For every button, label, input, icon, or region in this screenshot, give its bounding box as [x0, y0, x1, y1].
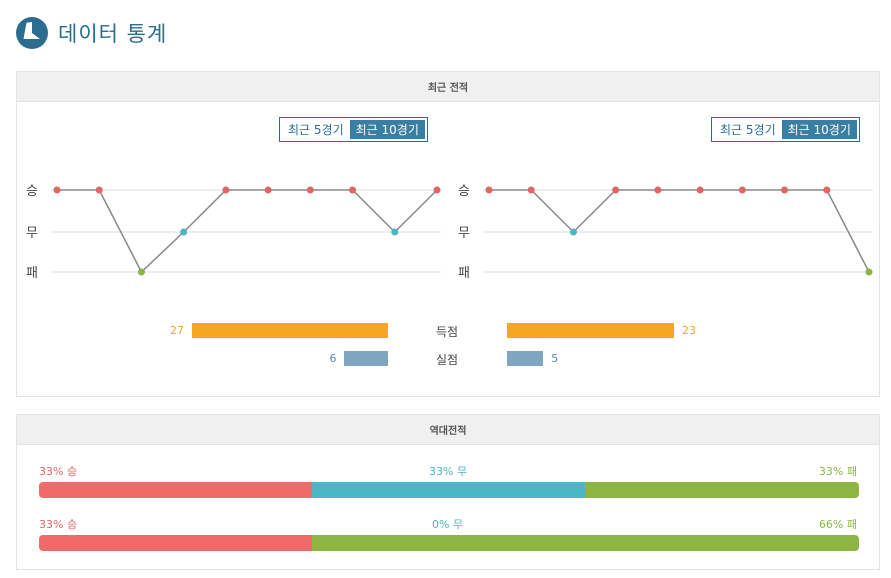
away-result-point-2	[527, 186, 535, 194]
home-y-label-draw: 무	[26, 226, 38, 241]
home-result-point-6	[264, 186, 272, 194]
goals-against-label: 실점	[435, 353, 459, 367]
head-to-head-title: 역대전적	[17, 415, 879, 445]
home-toggle-10[interactable]: 최근 10경기	[349, 120, 425, 139]
away-result-point-8	[781, 186, 789, 194]
away-result-point-1	[485, 186, 493, 194]
page-title: 데이터 통계	[58, 22, 168, 46]
away-form-chart	[483, 186, 873, 276]
home-result-point-7	[306, 186, 314, 194]
page-header: 데이터 통계	[16, 16, 167, 50]
away-result-point-4	[612, 186, 620, 194]
h2h-row2-draw-label: 0% 무	[432, 518, 464, 531]
h2h-row1-draw-label: 33% 무	[429, 465, 468, 478]
away-goals-against-bar	[507, 351, 544, 366]
away-toggle-5[interactable]: 최근 5경기	[720, 123, 776, 137]
h2h-row2-win-segment	[39, 535, 313, 551]
home-toggle-5[interactable]: 최근 5경기	[288, 123, 344, 137]
home-result-point-3	[137, 268, 145, 276]
away-range-toggle: 최근 5경기 최근 10경기	[711, 117, 860, 142]
away-result-point-6	[696, 186, 704, 194]
away-goals-for-value: 23	[681, 324, 696, 337]
home-range-toggle: 최근 5경기 최근 10경기	[279, 117, 428, 142]
away-goals-against-value: 5	[551, 352, 559, 365]
h2h-row1-win-segment	[39, 482, 313, 498]
home-result-point-1	[53, 186, 61, 194]
h2h-row2-win-label: 33% 승	[39, 518, 78, 531]
h2h-row2-loss-label: 66% 패	[818, 518, 857, 531]
h2h-row1-loss-label: 33% 패	[818, 465, 857, 478]
home-result-point-8	[349, 186, 357, 194]
home-y-label-loss: 패	[26, 266, 38, 281]
away-y-label-draw: 무	[458, 226, 470, 241]
h2h-row1-bar	[39, 482, 859, 498]
recent-form-panel: 최근 전적 최근 5경기 최근 10경기 최근 5경기 최근 10경기 승 무 …	[16, 71, 880, 397]
home-result-point-10	[433, 186, 441, 194]
away-y-label-win: 승	[458, 184, 470, 199]
away-result-point-10	[865, 268, 873, 276]
home-goals-for-bar	[192, 323, 388, 338]
away-y-label-loss: 패	[458, 266, 470, 281]
away-toggle-10[interactable]: 최근 10경기	[781, 120, 857, 139]
away-result-point-7	[738, 186, 746, 194]
goals-for-label: 득점	[435, 325, 459, 339]
h2h-row1-draw-segment	[312, 482, 586, 498]
home-result-point-9	[391, 228, 399, 236]
away-form-line	[489, 189, 870, 273]
pie-chart-icon	[16, 17, 48, 49]
home-result-point-5	[222, 186, 230, 194]
away-result-point-9	[823, 186, 831, 194]
home-y-label-win: 승	[26, 184, 38, 199]
home-form-chart	[51, 186, 441, 276]
home-form-line	[57, 189, 438, 274]
h2h-row2-loss-segment	[312, 535, 859, 551]
h2h-row1-win-label: 33% 승	[39, 465, 78, 478]
away-result-point-5	[654, 186, 662, 194]
home-result-point-4	[180, 228, 188, 236]
away-result-point-3	[569, 228, 577, 236]
home-result-point-2	[95, 186, 103, 194]
home-goals-against-bar	[344, 351, 388, 366]
h2h-row2-bar	[39, 535, 859, 551]
recent-form-title: 최근 전적	[17, 72, 879, 102]
home-goals-for-value: 27	[170, 324, 184, 337]
home-goals-against-value: 6	[329, 352, 337, 365]
h2h-row1-loss-segment	[585, 482, 859, 498]
away-goals-for-bar	[507, 323, 674, 338]
head-to-head-panel: 역대전적 33% 승 33% 무 33% 패 33% 승 0% 무 66% 패	[16, 414, 880, 570]
